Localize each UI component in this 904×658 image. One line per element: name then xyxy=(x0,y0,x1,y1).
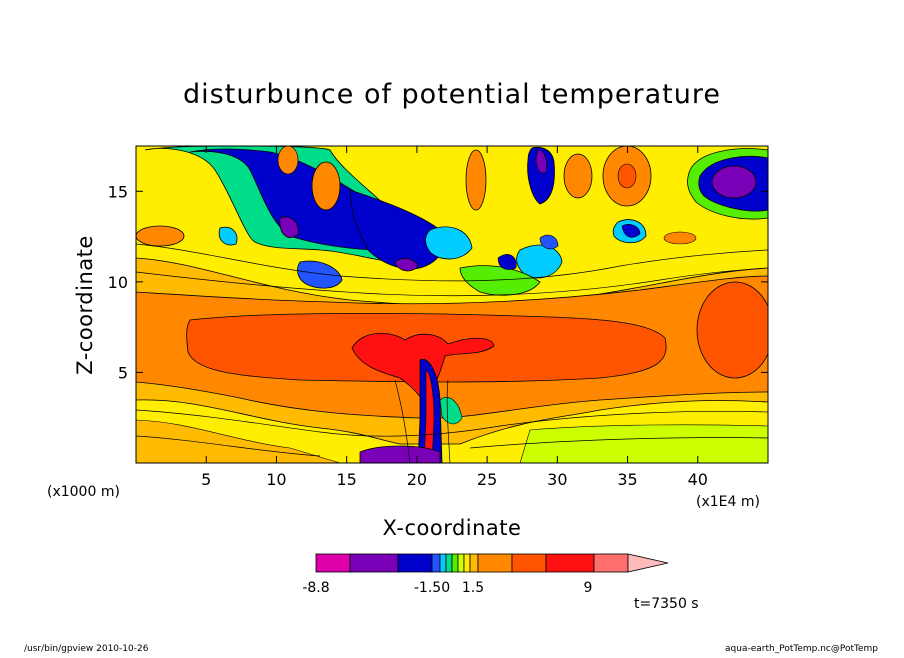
x-unit-left-label: (x1000 m) xyxy=(47,484,120,500)
colorbar-labels: -8.8 -1.50 1.5 9 xyxy=(302,580,592,596)
y-axis-ticks: 5 10 15 xyxy=(108,182,768,382)
x-unit-right-label: (x1E4 m) xyxy=(696,494,760,510)
colorbar-cell xyxy=(477,553,513,573)
footer-right: aqua-earth_PotTemp.nc@PotTemp xyxy=(725,644,878,654)
colorbar-cell xyxy=(457,553,465,573)
y-tick-label: 15 xyxy=(108,182,128,201)
colorbar-cell xyxy=(439,553,447,573)
colorbar-label-max: 9 xyxy=(584,580,593,596)
colorbar-cell xyxy=(593,553,629,573)
x-axis-label: X-coordinate xyxy=(383,516,522,540)
chart-title: disturbunce of potential temperature xyxy=(183,79,721,110)
y-tick-label: 5 xyxy=(118,363,128,382)
colorbar-cell xyxy=(445,553,453,573)
y-tick-label: 10 xyxy=(108,273,128,292)
y-axis-label: Z-coordinate xyxy=(73,235,97,375)
footer-left: /usr/bin/gpview 2010-10-26 xyxy=(24,644,149,654)
x-axis-ticks: 5 10 15 20 25 30 35 40 xyxy=(201,146,708,489)
colorbar-label-pos: 1.5 xyxy=(462,580,484,596)
colorbar xyxy=(315,553,669,573)
colorbar-cell xyxy=(469,553,479,573)
x-tick-label: 20 xyxy=(407,470,427,489)
colorbar-cell xyxy=(397,553,433,573)
plot-frame xyxy=(135,145,769,464)
colorbar-cell xyxy=(315,553,351,573)
colorbar-label-neg: -1.50 xyxy=(414,580,450,596)
time-annotation: t=7350 s xyxy=(634,596,699,612)
x-tick-label: 15 xyxy=(336,470,356,489)
contour-field xyxy=(136,146,768,463)
colorbar-cell xyxy=(511,553,547,573)
x-tick-label: 5 xyxy=(201,470,211,489)
x-tick-label: 30 xyxy=(547,470,567,489)
colorbar-arrow xyxy=(627,553,669,573)
colorbar-cell xyxy=(431,553,441,573)
colorbar-cell xyxy=(349,553,399,573)
colorbar-cell xyxy=(545,553,595,573)
colorbar-cell xyxy=(451,553,459,573)
colorbar-label-min: -8.8 xyxy=(302,580,329,596)
x-tick-label: 25 xyxy=(477,470,497,489)
x-tick-label: 10 xyxy=(266,470,286,489)
x-tick-label: 35 xyxy=(617,470,637,489)
x-tick-label: 40 xyxy=(688,470,708,489)
colorbar-cell xyxy=(463,553,471,573)
